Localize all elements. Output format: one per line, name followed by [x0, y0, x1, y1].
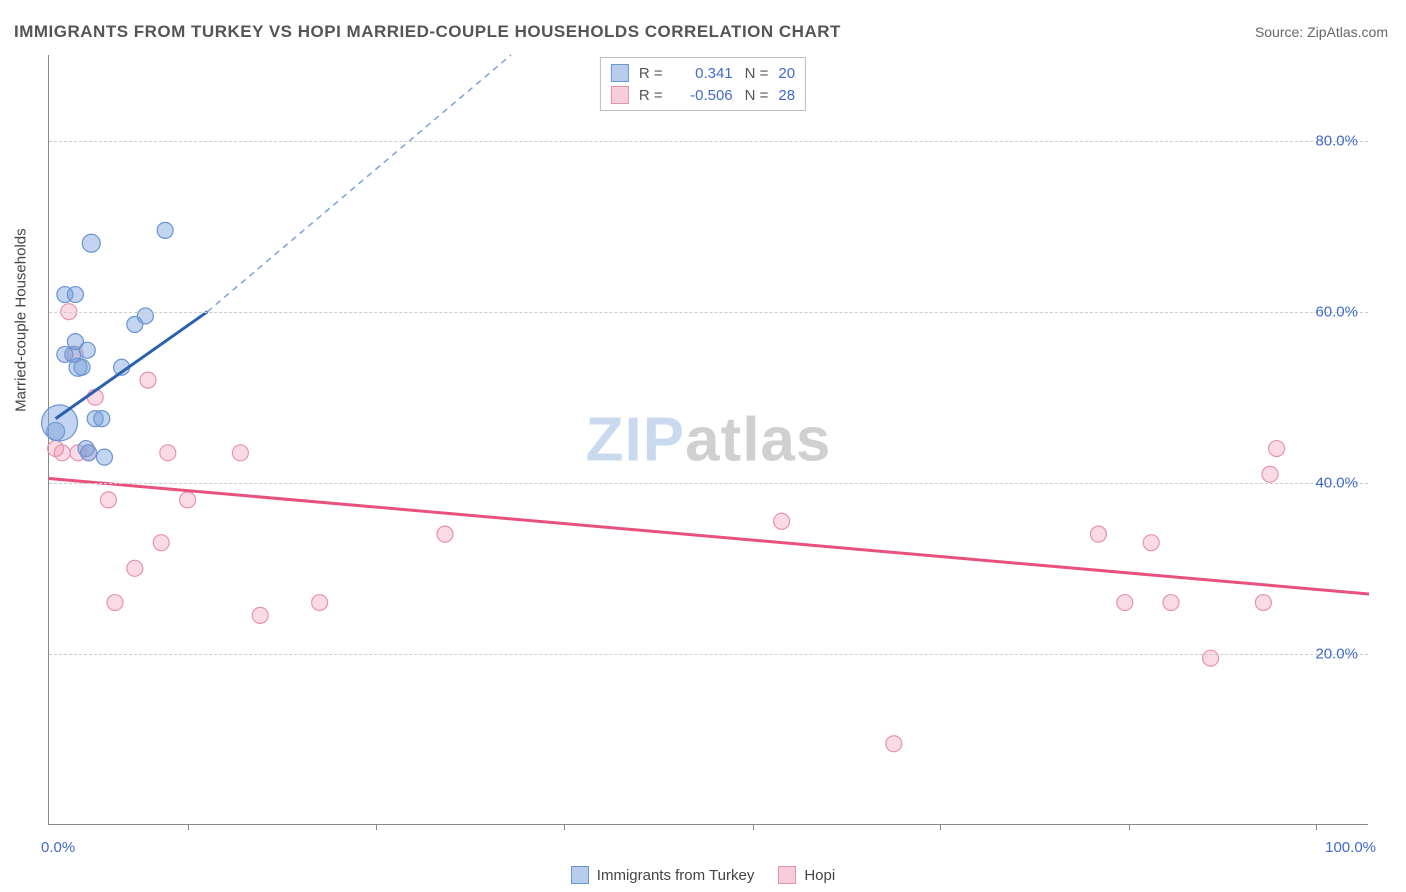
gridline-h — [49, 483, 1368, 484]
data-point — [437, 526, 453, 542]
source-value: ZipAtlas.com — [1307, 24, 1388, 40]
series-name-hopi: Hopi — [804, 867, 835, 884]
gridline-h — [49, 654, 1368, 655]
data-point — [1143, 535, 1159, 551]
swatch-turkey-icon — [571, 866, 589, 884]
y-tick-label: 20.0% — [1315, 645, 1358, 662]
data-point — [96, 449, 112, 465]
data-point — [67, 287, 83, 303]
swatch-hopi — [611, 86, 629, 104]
correlation-legend-row-turkey: R = 0.341 N = 20 — [611, 62, 795, 84]
y-tick-label: 40.0% — [1315, 474, 1358, 491]
data-point — [100, 492, 116, 508]
source-attribution: Source: ZipAtlas.com — [1255, 24, 1388, 40]
data-point — [1203, 650, 1219, 666]
data-point — [94, 411, 110, 427]
correlation-legend-row-hopi: R = -0.506 N = 28 — [611, 84, 795, 106]
data-point — [252, 607, 268, 623]
data-point — [82, 234, 100, 252]
series-name-turkey: Immigrants from Turkey — [597, 867, 755, 884]
x-tick — [376, 824, 377, 830]
y-axis-label: Married-couple Households — [13, 228, 30, 411]
data-point — [81, 445, 97, 461]
n-value-hopi: 28 — [778, 87, 795, 104]
y-tick-label: 60.0% — [1315, 303, 1358, 320]
trend-line — [207, 55, 511, 312]
x-axis-max-label: 100.0% — [1325, 839, 1376, 856]
data-point — [774, 513, 790, 529]
data-point — [180, 492, 196, 508]
y-tick-label: 80.0% — [1315, 132, 1358, 149]
gridline-h — [49, 141, 1368, 142]
trend-line — [49, 479, 1369, 595]
r-value-turkey: 0.341 — [669, 65, 733, 82]
series-legend-hopi: Hopi — [778, 866, 835, 884]
data-point — [160, 445, 176, 461]
x-tick — [1129, 824, 1130, 830]
swatch-hopi-icon — [778, 866, 796, 884]
series-legend-turkey: Immigrants from Turkey — [571, 866, 755, 884]
data-point — [1117, 595, 1133, 611]
data-point — [140, 372, 156, 388]
r-value-hopi: -0.506 — [669, 87, 733, 104]
data-point — [54, 445, 70, 461]
x-tick — [1316, 824, 1317, 830]
data-point — [137, 308, 153, 324]
data-point — [1269, 441, 1285, 457]
data-point — [1262, 466, 1278, 482]
chart-title: IMMIGRANTS FROM TURKEY VS HOPI MARRIED-C… — [14, 22, 841, 42]
r-label: R = — [639, 87, 663, 104]
data-point — [886, 736, 902, 752]
data-point — [312, 595, 328, 611]
series-legend: Immigrants from Turkey Hopi — [0, 866, 1406, 884]
x-tick — [564, 824, 565, 830]
data-point — [79, 342, 95, 358]
source-label: Source: — [1255, 24, 1307, 40]
data-point — [127, 560, 143, 576]
data-point — [157, 222, 173, 238]
x-axis-min-label: 0.0% — [41, 839, 75, 856]
n-value-turkey: 20 — [778, 65, 795, 82]
plot-area: Married-couple Households ZIPatlas 0.0% … — [48, 55, 1368, 825]
data-point — [107, 595, 123, 611]
data-point — [74, 359, 90, 375]
n-label: N = — [745, 65, 769, 82]
data-point — [1255, 595, 1271, 611]
data-point — [1163, 595, 1179, 611]
r-label: R = — [639, 65, 663, 82]
correlation-legend: R = 0.341 N = 20 R = -0.506 N = 28 — [600, 57, 806, 111]
x-tick — [940, 824, 941, 830]
data-point — [153, 535, 169, 551]
gridline-h — [49, 312, 1368, 313]
data-point — [42, 405, 78, 441]
plot-svg — [49, 55, 1368, 824]
x-tick — [753, 824, 754, 830]
x-tick — [188, 824, 189, 830]
data-point — [232, 445, 248, 461]
n-label: N = — [745, 87, 769, 104]
swatch-turkey — [611, 64, 629, 82]
data-point — [1090, 526, 1106, 542]
